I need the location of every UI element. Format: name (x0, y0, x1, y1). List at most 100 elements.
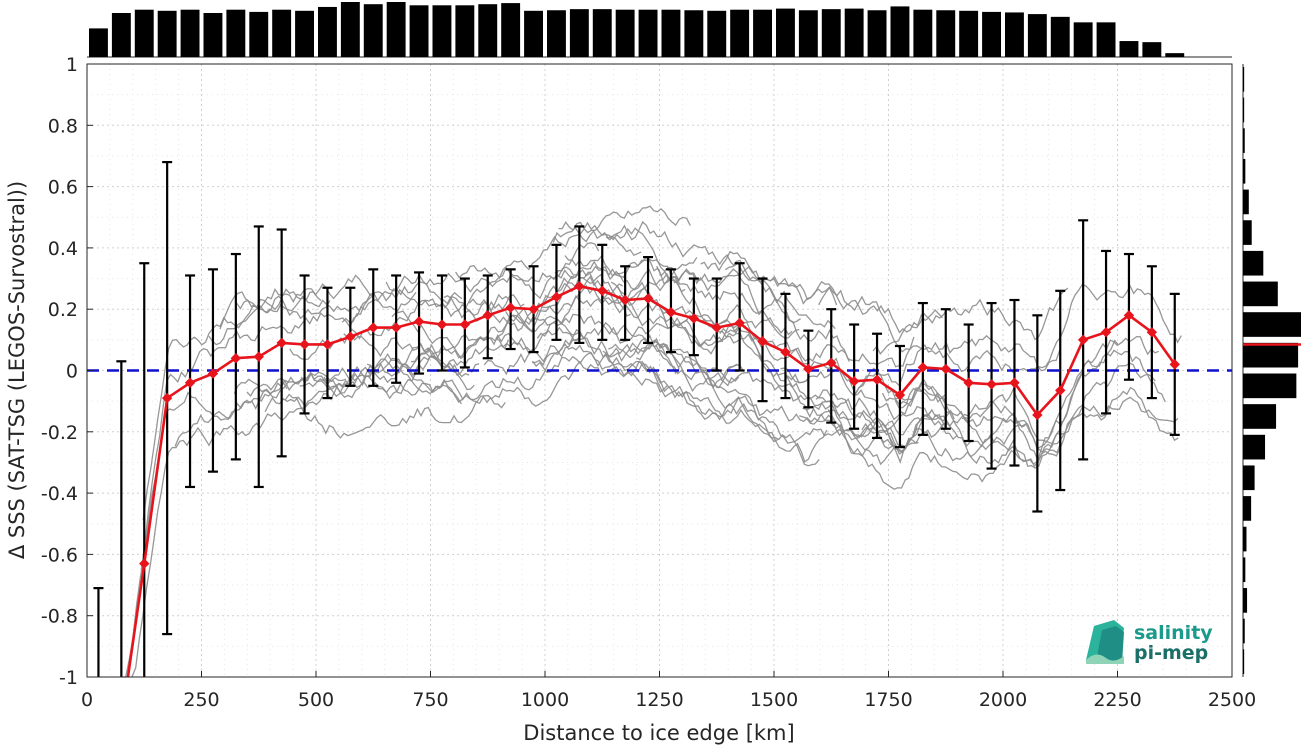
top-histogram-bar (936, 10, 956, 57)
mean-point (642, 293, 654, 304)
top-histogram-bar (1005, 12, 1024, 57)
mean-point (551, 291, 562, 303)
transect-trace (532, 343, 778, 443)
transect-trace (246, 376, 347, 399)
mean-point (940, 363, 951, 375)
right-histogram (1242, 64, 1301, 677)
right-histogram-bar (1243, 312, 1301, 337)
mean-point (780, 346, 791, 358)
transect-trace (961, 386, 1179, 445)
top-histogram-bar (638, 9, 658, 57)
top-histogram-bar (111, 13, 131, 57)
mean-point (368, 322, 379, 333)
right-histogram-bar (1243, 250, 1264, 276)
mean-point (184, 377, 196, 388)
y-tick-label: 0.2 (48, 299, 78, 321)
top-histogram-bar (569, 9, 589, 57)
y-tick-label: -0.4 (41, 483, 78, 505)
top-histogram-bar (340, 2, 360, 57)
mean-point (276, 337, 287, 349)
mean-point (917, 362, 929, 373)
right-histogram-bar (1243, 526, 1247, 552)
top-histogram-bar (478, 4, 498, 57)
transect-trace (872, 334, 1061, 372)
top-histogram-bar (913, 9, 933, 57)
y-axis-label: Δ SSS (SAT-TSG (LEGOS-Survostral)) (5, 181, 29, 559)
top-histogram-bar (592, 9, 612, 57)
right-histogram-bar (1243, 97, 1245, 123)
transect-trace (208, 295, 331, 346)
transect-trace (483, 321, 738, 389)
mean-point (505, 302, 516, 313)
top-histogram-bar (363, 4, 383, 57)
x-tick-label: 750 (412, 689, 448, 711)
y-tick-label: -0.8 (41, 606, 78, 628)
mean-point (711, 322, 722, 333)
right-histogram-bar (1243, 342, 1299, 368)
y-tick-label: 0.8 (48, 115, 78, 137)
transect-trace (284, 393, 506, 439)
top-histogram-bar (409, 5, 429, 58)
right-histogram-bar (1243, 649, 1245, 674)
top-histogram-bar (203, 13, 223, 57)
top-histogram-bar (226, 9, 246, 57)
mean-point (871, 374, 883, 385)
top-histogram-bar (844, 8, 864, 58)
x-axis-ticks: 0 250 500 750 1000 1250 1500 1750 2000 2250 2500 (81, 671, 1256, 711)
x-tick-label: 2500 (1208, 689, 1256, 711)
x-tick-label: 500 (298, 689, 334, 711)
x-tick-label: 1750 (864, 689, 912, 711)
transect-trace (233, 362, 462, 405)
y-axis-ticks: -1 -0.8 -0.6 -0.4 -0.2 0 0.2 0.4 0.6 0.8 1 (41, 54, 93, 689)
logo-wave-icon (1086, 620, 1124, 664)
mean-point (1169, 359, 1180, 370)
mean-point (459, 319, 471, 330)
top-histogram-bar (615, 9, 635, 57)
top-histogram-bar (1165, 53, 1185, 57)
transect-trace (219, 274, 375, 330)
right-histogram-bar (1243, 281, 1278, 307)
transect-trace (531, 351, 903, 466)
mean-point (665, 307, 677, 318)
transect-trace (299, 354, 480, 391)
y-tick-label: 1 (66, 54, 78, 76)
transect-trace (236, 291, 322, 314)
x-tick-label: 0 (81, 689, 93, 711)
top-histogram-bar (89, 28, 108, 57)
right-histogram-bar (1243, 128, 1245, 153)
mean-point (1009, 377, 1020, 388)
mean-point (963, 377, 974, 388)
y-tick-label: -0.2 (41, 422, 78, 444)
y-tick-label: 0.6 (48, 177, 78, 199)
mean-point (986, 379, 997, 390)
right-histogram-bar (1243, 373, 1297, 399)
top-histogram-bar (867, 10, 887, 57)
transect-trace (602, 350, 820, 467)
mean-point (848, 376, 860, 387)
x-tick-label: 2250 (1093, 689, 1141, 711)
top-histogram-bar (1050, 16, 1070, 58)
x-tick-label: 2000 (979, 689, 1027, 711)
top-histogram-bar (386, 2, 406, 57)
top-histogram-bar (318, 6, 337, 57)
mean-point (757, 336, 768, 347)
transect-trace (554, 255, 801, 324)
right-histogram-bar (1243, 220, 1252, 245)
mean-point (1077, 334, 1089, 346)
y-tick-label: 0.4 (48, 238, 78, 260)
transect-trace (343, 332, 532, 360)
mean-point (688, 313, 700, 324)
transect-trace (818, 285, 1069, 341)
top-histogram-bar (730, 9, 750, 57)
transect-trace (289, 291, 463, 361)
mean-point (345, 331, 356, 342)
top-histogram-bar (547, 10, 566, 57)
mean-point (1146, 326, 1158, 338)
mean-point (253, 351, 264, 362)
mean-point (139, 558, 150, 569)
top-histogram-bar (982, 11, 1001, 57)
y-tick-label: 0 (66, 361, 78, 383)
mean-point (826, 357, 837, 369)
mean-point (230, 353, 242, 364)
transect-trace (558, 205, 691, 234)
